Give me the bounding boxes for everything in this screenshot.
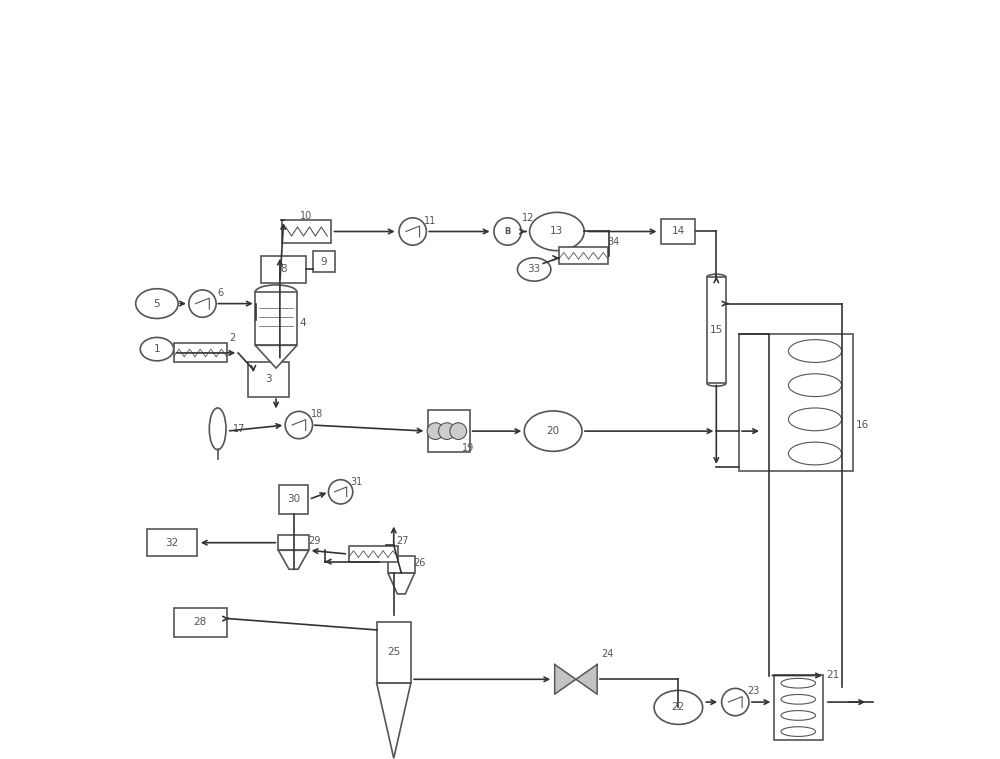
Circle shape: [722, 688, 749, 716]
Ellipse shape: [517, 258, 551, 281]
Text: 25: 25: [387, 647, 400, 657]
Bar: [774, 676, 823, 739]
Text: 17: 17: [233, 424, 245, 434]
Text: 22: 22: [672, 702, 685, 713]
Bar: [278, 535, 309, 550]
Bar: [147, 530, 197, 556]
Polygon shape: [576, 664, 597, 694]
Bar: [248, 363, 289, 396]
Ellipse shape: [524, 411, 582, 452]
Bar: [282, 220, 331, 243]
Text: 28: 28: [194, 617, 207, 628]
Text: 8: 8: [280, 264, 287, 275]
Circle shape: [328, 480, 353, 504]
Bar: [377, 622, 411, 683]
Bar: [255, 292, 297, 345]
Text: 4: 4: [300, 317, 307, 328]
Circle shape: [285, 411, 313, 439]
Text: 2: 2: [229, 332, 235, 343]
Ellipse shape: [530, 213, 584, 250]
Bar: [349, 546, 398, 562]
Text: 5: 5: [154, 298, 160, 309]
Ellipse shape: [209, 408, 226, 449]
Polygon shape: [255, 345, 297, 368]
Bar: [661, 219, 695, 244]
Circle shape: [439, 423, 455, 439]
Text: 34: 34: [607, 238, 619, 247]
Text: 15: 15: [710, 325, 723, 335]
Polygon shape: [555, 664, 576, 694]
Polygon shape: [278, 550, 309, 569]
Text: 13: 13: [550, 226, 564, 237]
Text: 11: 11: [424, 216, 437, 225]
Text: 31: 31: [350, 477, 363, 487]
Text: 26: 26: [414, 558, 426, 568]
Bar: [174, 608, 227, 637]
Polygon shape: [377, 683, 411, 758]
Bar: [174, 343, 227, 362]
Text: 12: 12: [522, 213, 534, 223]
Bar: [313, 251, 335, 272]
Bar: [261, 256, 306, 282]
Bar: [559, 247, 608, 264]
Bar: [739, 334, 853, 471]
Text: 9: 9: [321, 257, 327, 267]
Text: 29: 29: [309, 536, 321, 546]
Text: 3: 3: [265, 374, 272, 385]
Circle shape: [494, 218, 521, 245]
Text: 23: 23: [747, 686, 759, 696]
Text: 19: 19: [462, 442, 474, 453]
Bar: [707, 277, 726, 383]
Text: 18: 18: [311, 409, 323, 419]
Text: 14: 14: [672, 226, 685, 237]
Ellipse shape: [140, 338, 174, 361]
Bar: [388, 556, 415, 573]
Text: 33: 33: [528, 264, 541, 275]
Text: 27: 27: [397, 536, 409, 546]
Text: 16: 16: [856, 420, 869, 430]
Text: 20: 20: [547, 426, 560, 436]
Bar: [428, 410, 470, 452]
Polygon shape: [388, 573, 415, 594]
Circle shape: [399, 218, 426, 245]
Circle shape: [189, 290, 216, 317]
Text: 21: 21: [826, 670, 839, 680]
Text: 24: 24: [602, 649, 614, 659]
Ellipse shape: [654, 691, 703, 724]
Text: 30: 30: [287, 494, 300, 505]
Circle shape: [450, 423, 467, 439]
Text: 6: 6: [217, 288, 223, 298]
Ellipse shape: [136, 288, 178, 319]
Circle shape: [427, 423, 444, 439]
Text: 32: 32: [165, 537, 179, 548]
Text: 10: 10: [300, 210, 313, 221]
Text: 1: 1: [154, 344, 160, 354]
Bar: [279, 485, 308, 514]
Text: B: B: [504, 227, 511, 236]
